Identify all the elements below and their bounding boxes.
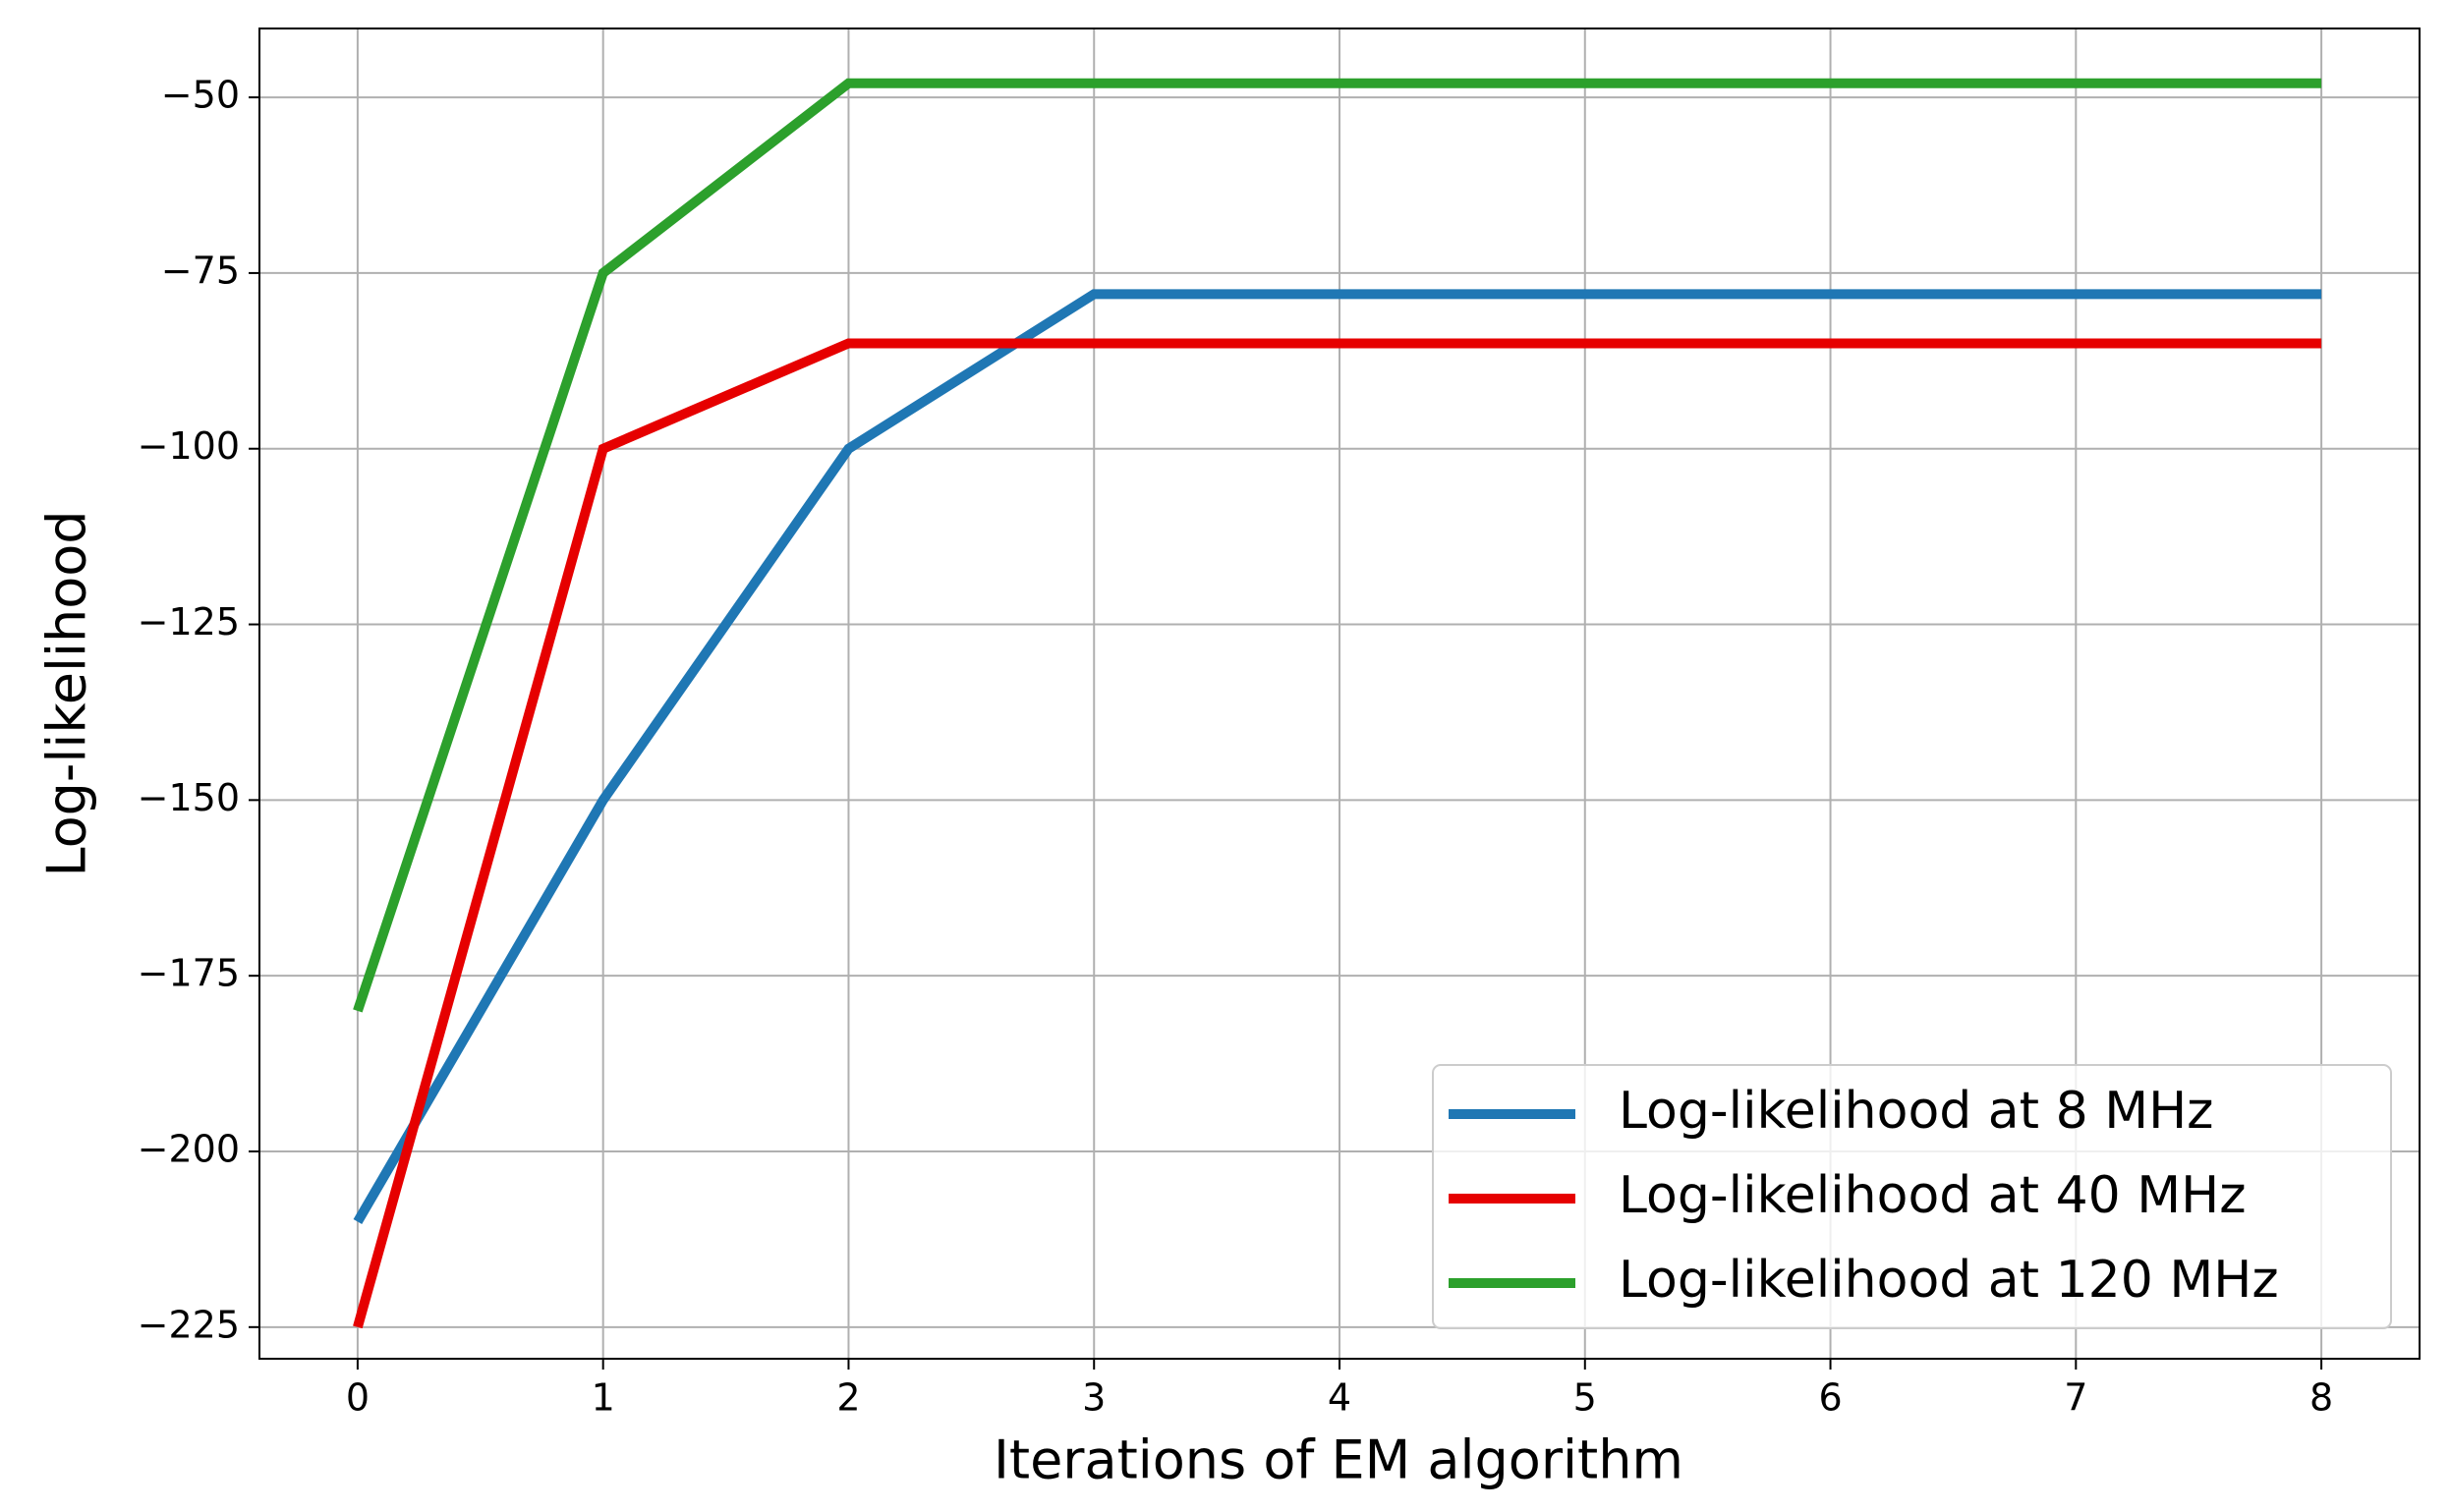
plot-frame <box>258 28 2421 1360</box>
x-tick-label: 1 <box>592 1376 615 1420</box>
y-axis-label: Log-likelihood <box>36 510 98 876</box>
legend: Log-likelihood at 8 MHz Log-likelihood at… <box>1432 1064 2392 1329</box>
y-tick-label: −100 <box>138 424 240 468</box>
x-tick-label: 4 <box>1328 1376 1351 1420</box>
y-tick-label: −50 <box>161 74 240 117</box>
legend-label: Log-likelihood at 120 MHz <box>1619 1251 2279 1310</box>
x-tick-label: 3 <box>1082 1376 1106 1420</box>
x-axis-label: Iterations of EM algorithm <box>994 1429 1683 1491</box>
legend-label: Log-likelihood at 40 MHz <box>1619 1166 2247 1225</box>
x-tick-label: 6 <box>1818 1376 1842 1420</box>
x-tick-label: 0 <box>346 1376 370 1420</box>
y-tick-label: −175 <box>138 952 240 995</box>
x-tick-label: 7 <box>2064 1376 2087 1420</box>
data-line <box>353 78 2322 1013</box>
y-tick-label: −75 <box>161 249 240 292</box>
x-tick-label: 5 <box>1573 1376 1597 1420</box>
data-line <box>353 338 2322 1329</box>
data-line <box>353 289 2322 1225</box>
x-tick-label: 8 <box>2309 1376 2333 1420</box>
y-tick-label: −225 <box>138 1303 240 1346</box>
legend-frame <box>1432 1064 2392 1329</box>
y-tick-label: −125 <box>138 600 240 644</box>
y-tick-label: −200 <box>138 1127 240 1170</box>
y-tick-label: −150 <box>138 776 240 819</box>
x-tick-label: 2 <box>836 1376 860 1420</box>
legend-label: Log-likelihood at 8 MHz <box>1619 1082 2213 1141</box>
